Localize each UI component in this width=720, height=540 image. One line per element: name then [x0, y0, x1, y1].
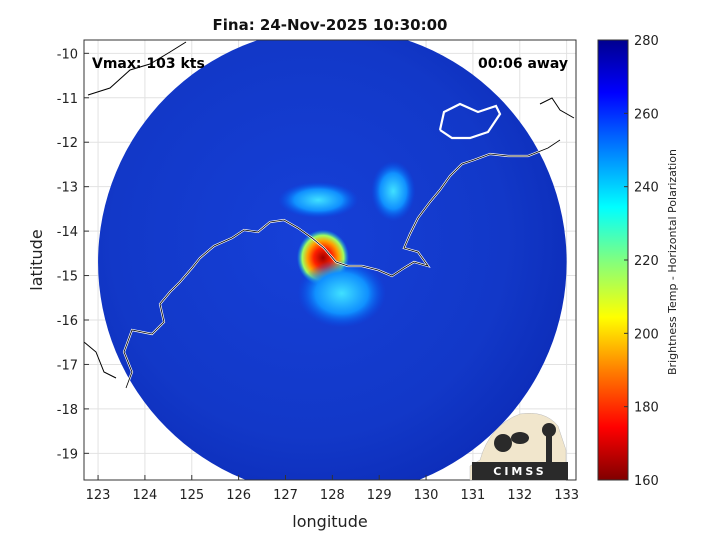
storm-features	[278, 161, 416, 328]
x-tick-label: 128	[320, 488, 345, 503]
colorbar-tick-label: 280	[634, 34, 659, 49]
plot-frame	[83, 39, 577, 481]
vmax-annotation: Vmax: 103 kts	[92, 56, 205, 72]
logo-tower-top	[542, 423, 556, 437]
colorbar-tick-label: 260	[634, 107, 659, 122]
x-tick-label: 131	[461, 488, 486, 503]
y-tick-label: -18	[57, 403, 78, 418]
colorbar-tick-label: 220	[634, 254, 659, 269]
y-tick-label: -16	[57, 314, 78, 329]
coastline-outside-swath	[83, 41, 575, 379]
y-axis-ticks: -10 -11 -12 -13 -14 -15 -16 -17 -18 -19	[57, 47, 89, 462]
logo-dish-2	[511, 432, 529, 444]
x-tick-label: 126	[226, 488, 251, 503]
logo-tower	[546, 432, 552, 462]
y-tick-label: -12	[57, 136, 78, 151]
x-tick-label: 130	[414, 488, 439, 503]
time-away-annotation: 00:06 away	[478, 56, 568, 72]
colorbar-label: Brightness Temp - Horizontal Polarizatio…	[666, 149, 679, 375]
colorbar-tick-label: 200	[634, 327, 659, 342]
x-tick-label: 133	[554, 488, 579, 503]
y-axis-label: latitude	[27, 229, 46, 290]
y-tick-label: -11	[57, 92, 78, 107]
x-tick-label: 132	[507, 488, 532, 503]
colorbar-tick-label: 180	[634, 401, 659, 416]
x-tick-label: 125	[179, 488, 204, 503]
x-axis-label: longitude	[292, 512, 367, 531]
y-tick-label: -10	[57, 47, 78, 62]
chart-title: Fina: 24-Nov-2025 10:30:00	[213, 16, 448, 34]
feature-inner-rainband	[297, 259, 386, 328]
colorbar-tick-label: 240	[634, 181, 659, 196]
cimss-logo: CIMSS	[469, 413, 568, 481]
y-tick-label: -14	[57, 225, 78, 240]
swath-layer	[98, 40, 567, 480]
x-tick-label: 127	[273, 488, 298, 503]
x-axis-ticks: 123 124 125 126 127 128 129 130 131 132 133	[86, 475, 579, 503]
y-tick-label: -17	[57, 358, 78, 373]
x-tick-label: 124	[133, 488, 158, 503]
feature-outer-rainband	[278, 182, 359, 218]
x-tick-label: 129	[367, 488, 392, 503]
logo-banner	[472, 462, 568, 480]
y-tick-label: -19	[57, 447, 78, 462]
colorbar	[597, 39, 629, 481]
y-tick-label: -15	[57, 270, 78, 285]
y-tick-label: -13	[57, 181, 78, 196]
logo-dish	[494, 434, 512, 452]
x-tick-label: 123	[86, 488, 111, 503]
feature-eastern-rainband	[371, 161, 416, 222]
colorbar-ticks: 280 260 240 220 200 180 160	[624, 34, 659, 489]
colorbar-tick-label: 160	[634, 474, 659, 489]
logo-text: CIMSS	[493, 465, 546, 478]
coastline-outline	[123, 139, 561, 389]
